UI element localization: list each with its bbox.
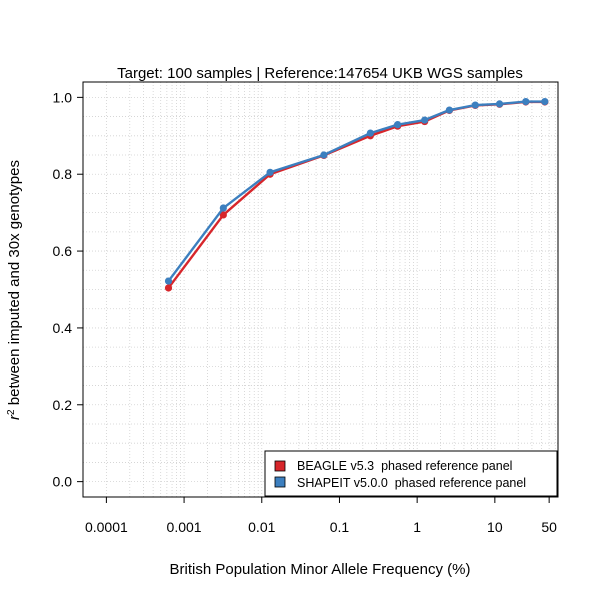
legend-swatch-beagle [274,460,286,472]
y-tick-label: 1.0 [53,89,73,105]
data-point-1 [421,116,429,124]
y-axis-title-r: r [6,414,23,420]
data-point-1 [393,121,402,129]
data-point-1 [541,97,549,106]
data-point-1 [445,106,453,114]
y-axis-title-superscript: 2 [6,409,17,415]
series-line-1 [167,100,545,282]
x-tick-label: 0.001 [167,519,202,535]
y-tick-label: 0.4 [53,320,73,336]
chart-title: Target: 100 samples | Reference:147654 U… [117,65,523,82]
y-axis-title-rest: between imputed and 30x genotypes [6,160,23,409]
x-tick-label: 0.01 [248,519,275,535]
y-axis-title: r2 between imputed and 30x genotypes [6,160,24,420]
data-point-1 [164,277,173,285]
axes: 0.0001 0.001 0.01 0.1 1 10 50 0.0 0.2 0.4 0.6 0.8 1.… [53,89,558,535]
y-tick-label: 0.6 [53,243,73,259]
legend-box [264,450,558,497]
data-point-1 [266,168,274,176]
x-axis-title: British Population Minor Allele Frequenc… [170,561,471,578]
legend-label-beagle: BEAGLE v5.3 phased reference panel [297,459,512,473]
x-tick-label: 50 [541,519,557,535]
plot-frame [82,81,559,498]
data-point-1 [366,129,374,137]
y-tick-label: 0.0 [53,474,73,490]
y-tick-label: 0.2 [53,397,73,413]
data-point-0 [219,211,227,219]
y-tick-label: 0.8 [53,166,73,182]
x-tick-label: 0.0001 [85,519,128,535]
data-point-1 [522,97,530,106]
data-point-1 [471,101,479,109]
data-point-0 [164,284,173,292]
data-point-1 [219,204,227,212]
series-layer [164,97,549,292]
x-tick-label: 10 [487,519,503,535]
x-tick-label: 0.1 [330,519,350,535]
grid [83,82,558,497]
x-tick-label: 1 [413,519,421,535]
legend-label-shapeit: SHAPEIT v5.0.0 phased reference panel [297,476,526,490]
legend-swatch-shapeit [274,476,286,488]
data-point-1 [495,100,504,108]
data-point-1 [320,151,328,159]
legend: BEAGLE v5.3 phased reference panel SHAPE… [264,450,558,497]
